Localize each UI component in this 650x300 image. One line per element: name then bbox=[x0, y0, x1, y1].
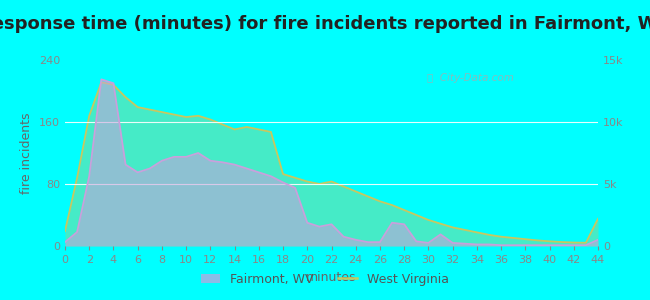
X-axis label: minutes: minutes bbox=[306, 271, 357, 284]
Y-axis label: fire incidents: fire incidents bbox=[20, 112, 33, 194]
Text: Response time (minutes) for fire incidents reported in Fairmont, WV: Response time (minutes) for fire inciden… bbox=[0, 15, 650, 33]
Legend: Fairmont, WV, West Virginia: Fairmont, WV, West Virginia bbox=[196, 268, 454, 291]
Text: Ⓢ  City-Data.com: Ⓢ City-Data.com bbox=[428, 73, 514, 83]
